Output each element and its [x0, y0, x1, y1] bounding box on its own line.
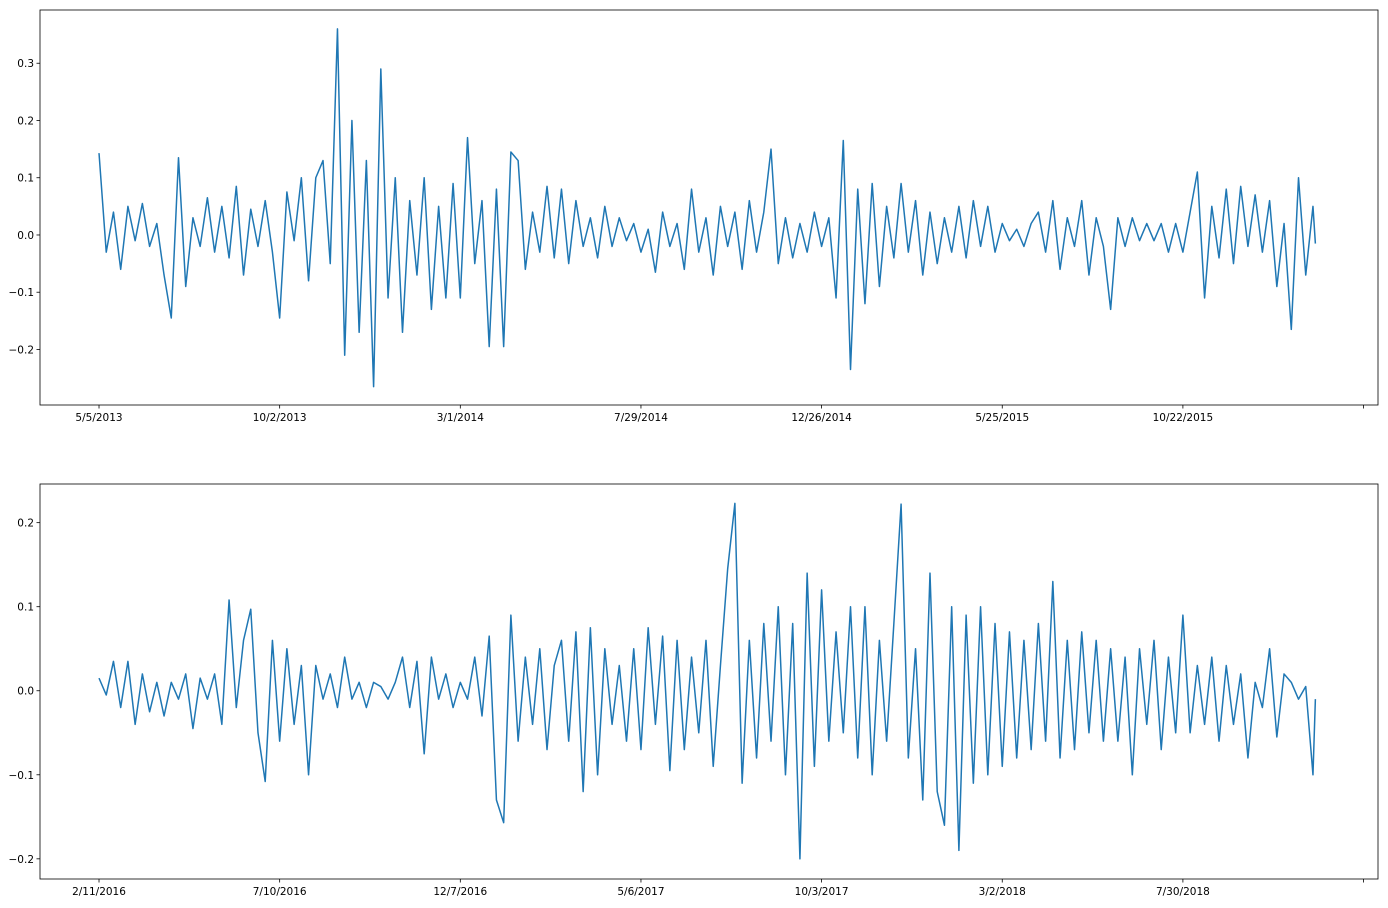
y-tick-label: −0.1: [9, 770, 35, 782]
x-tick-label: 10/22/2015: [1153, 412, 1214, 424]
y-tick-label: 0.2: [17, 518, 34, 530]
axes-frame: [39, 483, 1379, 880]
y-tick-label: 0.2: [17, 115, 34, 127]
x-tick-label: 10/2/2013: [253, 412, 307, 424]
x-tick-label: 3/2/2018: [979, 886, 1026, 898]
y-tick-label: 0.1: [17, 173, 34, 185]
y-tick-label: 0.0: [17, 686, 34, 698]
x-tick-label: 2/11/2016: [72, 886, 126, 898]
x-tick-label: 3/1/2014: [437, 412, 484, 424]
x-tick-label: 10/3/2017: [795, 886, 849, 898]
x-tick-label: 7/10/2016: [253, 886, 307, 898]
x-tick-label: 5/25/2015: [975, 412, 1029, 424]
y-tick-label: 0.1: [17, 602, 34, 614]
y-tick-label: 0.3: [17, 58, 34, 70]
data-line: [98, 502, 1317, 860]
x-tick-label: 12/7/2016: [433, 886, 487, 898]
x-tick-label: 7/30/2018: [1156, 886, 1210, 898]
y-tick-label: −0.2: [9, 854, 35, 866]
x-tick-label: 7/29/2014: [614, 412, 668, 424]
x-tick-label: 5/6/2017: [617, 886, 664, 898]
x-tick-label: 5/5/2013: [75, 412, 122, 424]
y-tick-label: −0.1: [9, 287, 35, 299]
y-tick-label: −0.2: [9, 344, 35, 356]
x-tick-label: 12/26/2014: [791, 412, 852, 424]
data-line: [98, 28, 1317, 388]
axes-frame: [39, 9, 1379, 406]
y-tick-label: 0.0: [17, 230, 34, 242]
